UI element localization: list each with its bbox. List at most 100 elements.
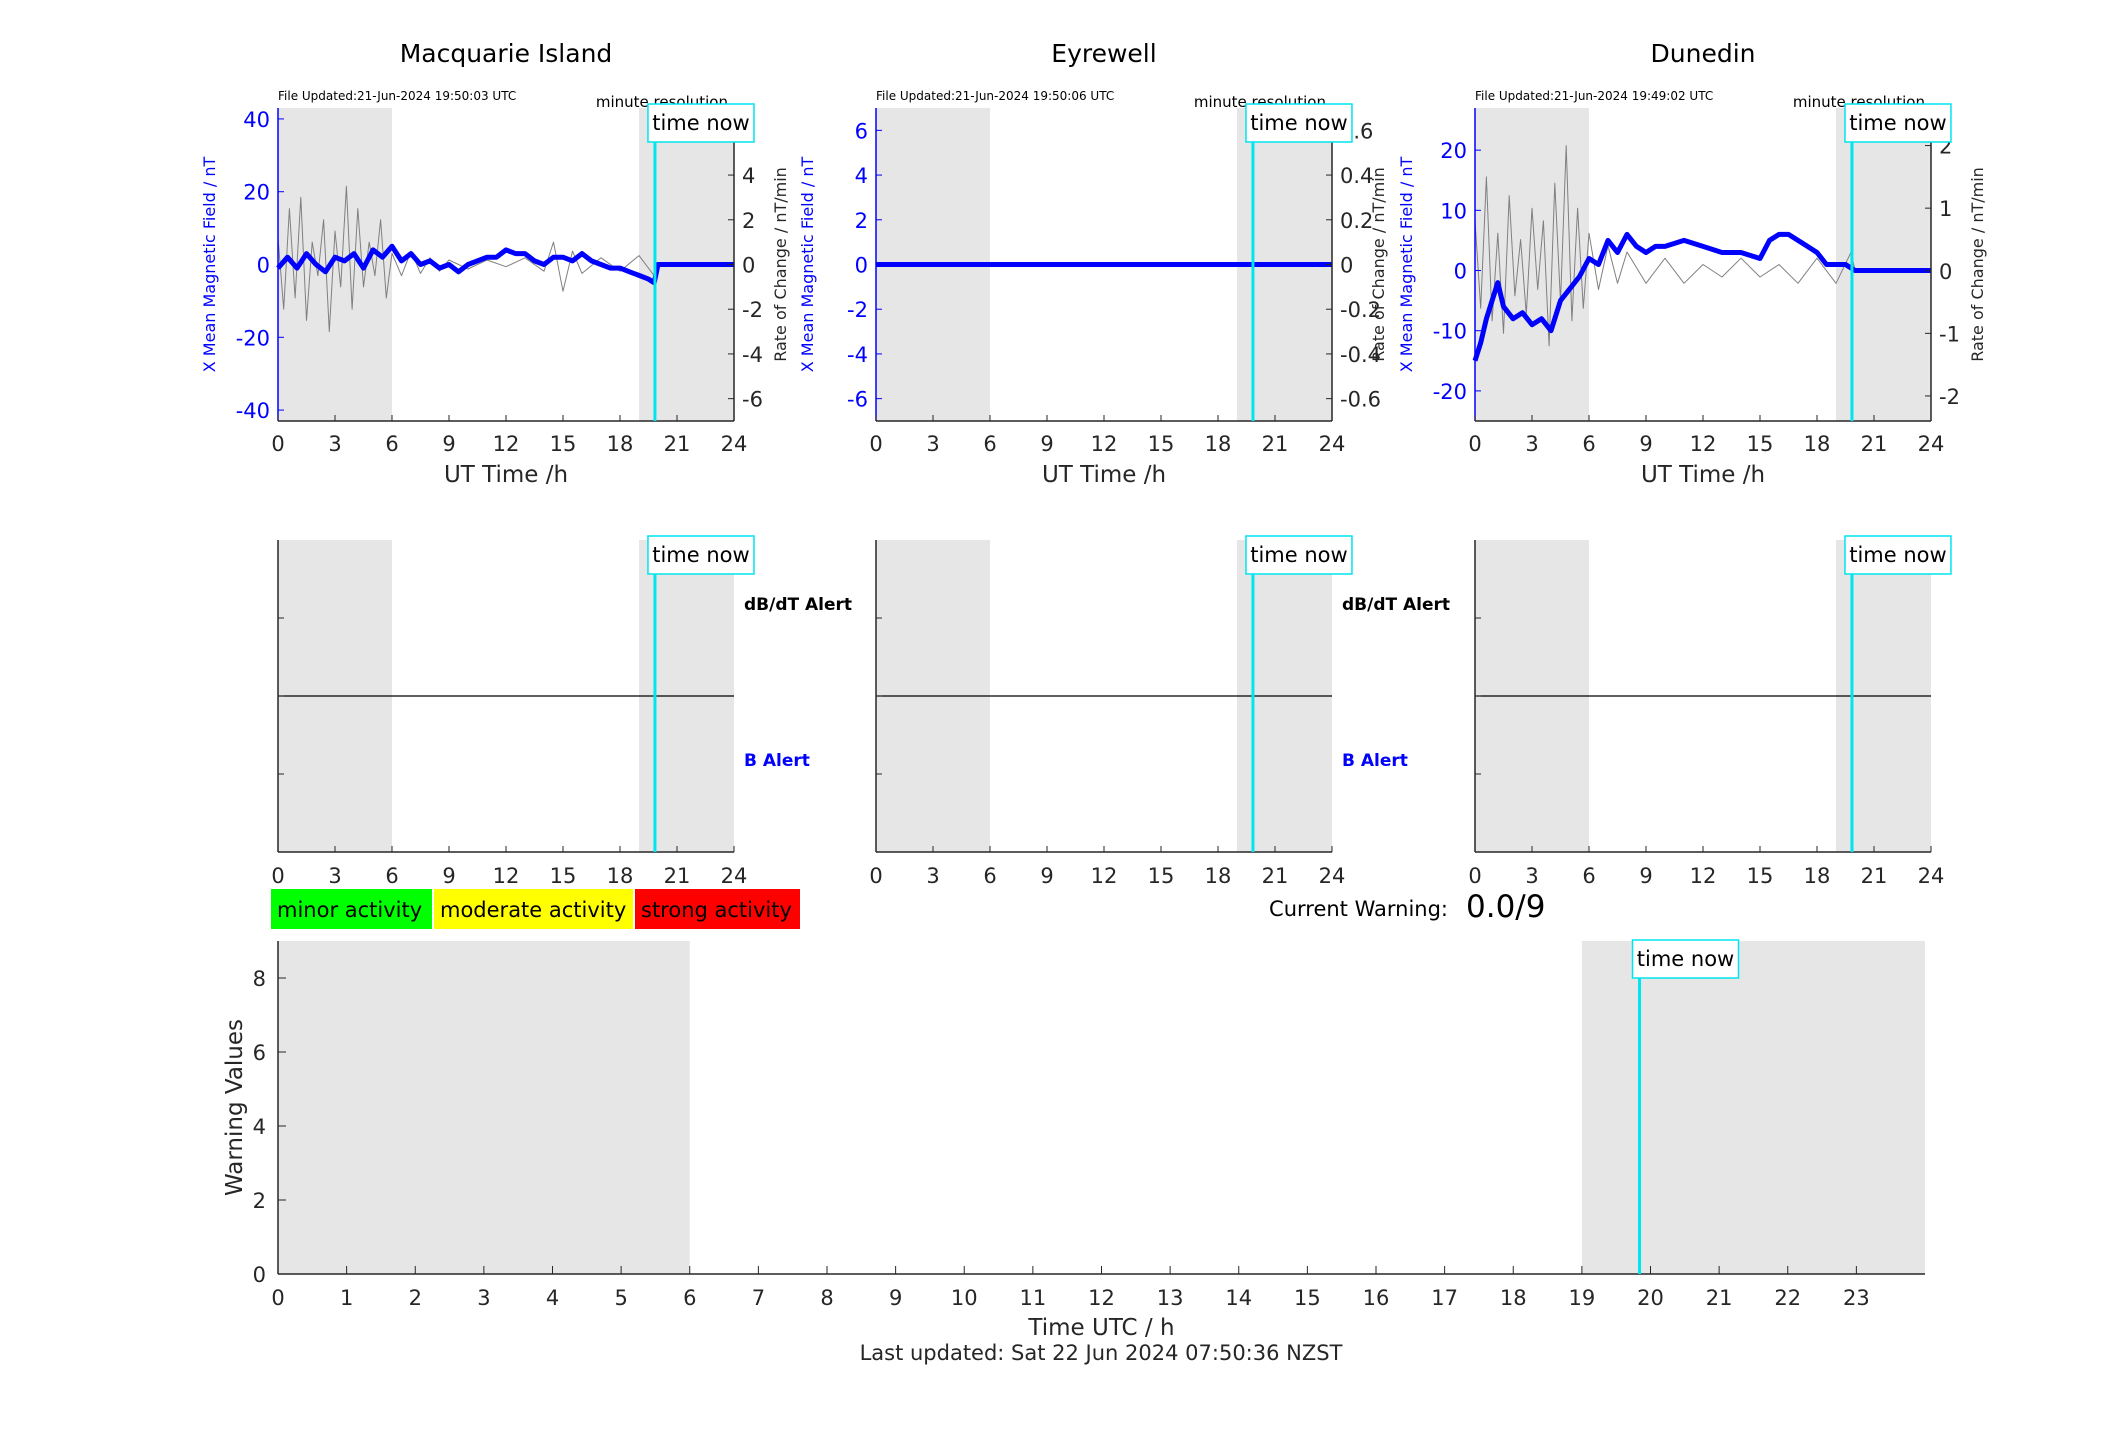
left-tick-label: 0: [855, 254, 868, 278]
x-tick-label: 18: [607, 864, 634, 888]
right-tick-label: -2: [1939, 385, 1960, 409]
panel-title: Macquarie Island: [400, 39, 613, 68]
x-tick-label: 21: [664, 432, 691, 456]
time-now-label: time now: [652, 111, 749, 135]
x-tick-label: 15: [1148, 432, 1175, 456]
x-tick-label: 18: [1804, 864, 1831, 888]
x-axis-label: UT Time /h: [1042, 462, 1166, 488]
x-tick-label: 24: [1319, 864, 1346, 888]
left-tick-label: 2: [855, 209, 868, 233]
x-tick-label: 18: [1500, 1286, 1527, 1310]
x-tick-label: 3: [1525, 864, 1538, 888]
alert-panel-1: 0 3 6 9 12 15 18 21 24 dB/dT Alert B Alert time now: [271, 535, 852, 888]
x-tick-label: 8: [820, 1286, 833, 1310]
right-tick-label: 0: [1939, 260, 1952, 284]
x-tick-label: 18: [1205, 864, 1232, 888]
time-now-label: time now: [1637, 947, 1734, 971]
x-tick-label: 6: [1582, 432, 1595, 456]
x-tick-label: 6: [983, 432, 996, 456]
alert-panel-3: 0 3 6 9 12 15 18 21 24 time now: [1468, 535, 1952, 888]
x-tick-label: 18: [1205, 432, 1232, 456]
left-tick-label: 20: [1440, 139, 1467, 163]
time-now-box: [1245, 535, 1353, 575]
x-tick-label: 21: [664, 864, 691, 888]
dbdt-alert-label: dB/dT Alert: [1342, 595, 1450, 615]
x-tick-label: 16: [1363, 1286, 1390, 1310]
b-alert-label: B Alert: [1342, 751, 1408, 771]
legend-label: minor activity: [277, 898, 422, 922]
shaded-band: [1836, 108, 1931, 421]
y-tick-label: 4: [253, 1115, 266, 1139]
time-now-box: [1844, 535, 1952, 575]
x-tick-label: 1: [340, 1286, 353, 1310]
field-series: [1472, 231, 1931, 362]
left-tick-label: -20: [236, 326, 270, 350]
x-axis-label: UT Time /h: [444, 462, 568, 488]
x-tick-label: 7: [752, 1286, 765, 1310]
left-tick-label: -40: [236, 399, 270, 423]
field-panel-1: Macquarie Island File Updated:21-Jun-2024…: [200, 39, 790, 488]
left-tick-label: 4: [855, 164, 868, 188]
x-tick-label: 12: [1690, 432, 1717, 456]
current-warning-value: 0.0/9: [1466, 889, 1545, 925]
right-tick-label: -2: [742, 298, 763, 322]
left-tick-label: 0: [257, 254, 270, 278]
x-tick-label: 10: [951, 1286, 978, 1310]
x-tick-label: 9: [442, 864, 455, 888]
x-tick-label: 0: [869, 864, 882, 888]
panel-title: Eyrewell: [1051, 39, 1156, 68]
time-now-box: [647, 535, 755, 575]
left-tick-label: -20: [1433, 380, 1467, 404]
y-axis-label: Warning Values: [222, 1019, 248, 1196]
y-tick-label: 2: [253, 1189, 266, 1213]
left-tick-label: 0: [1454, 260, 1467, 284]
x-tick-label: 24: [721, 864, 748, 888]
x-tick-label: 21: [1706, 1286, 1733, 1310]
x-tick-label: 4: [546, 1286, 559, 1310]
left-tick-label: -2: [847, 298, 868, 322]
x-tick-label: 3: [926, 864, 939, 888]
field-panel-2: Eyrewell File Updated:21-Jun-2024 19:50:0…: [798, 39, 1388, 488]
x-tick-label: 9: [1040, 432, 1053, 456]
x-tick-label: 0: [1468, 864, 1481, 888]
time-now-box: [1844, 103, 1952, 143]
x-tick-label: 21: [1861, 864, 1888, 888]
right-tick-label: -0.4: [1340, 343, 1381, 367]
x-tick-label: 12: [493, 864, 520, 888]
y-axis-label-right: Rate of Change / nT/min: [771, 167, 790, 362]
field-series: [276, 243, 734, 286]
right-tick-label: 2: [742, 209, 755, 233]
y-axis-label-left: X Mean Magnetic Field / nT: [1397, 157, 1416, 373]
x-tick-label: 15: [1747, 432, 1774, 456]
right-tick-label: -0.2: [1340, 298, 1381, 322]
right-tick-label: 0: [742, 254, 755, 278]
x-tick-label: 12: [1690, 864, 1717, 888]
x-tick-label: 6: [983, 864, 996, 888]
y-axis-label-left: X Mean Magnetic Field / nT: [200, 157, 219, 373]
x-tick-label: 3: [477, 1286, 490, 1310]
time-now-box: [1631, 939, 1740, 979]
left-tick-label: -10: [1433, 320, 1467, 344]
x-tick-label: 2: [409, 1286, 422, 1310]
b-alert-label: B Alert: [744, 751, 810, 771]
file-updated: File Updated:21-Jun-2024 19:49:02 UTC: [1475, 89, 1713, 103]
legend-swatch: [434, 889, 633, 929]
time-now-label: time now: [1849, 543, 1946, 567]
x-tick-label: 12: [493, 432, 520, 456]
time-now-label: time now: [1849, 111, 1946, 135]
x-tick-label: 9: [1639, 432, 1652, 456]
x-tick-label: 15: [1294, 1286, 1321, 1310]
left-tick-label: -4: [847, 343, 868, 367]
right-tick-label: 0: [1340, 254, 1353, 278]
shaded-band: [1581, 941, 1925, 1274]
time-now-box: [1245, 103, 1353, 143]
x-tick-label: 9: [889, 1286, 902, 1310]
x-tick-label: 11: [1020, 1286, 1047, 1310]
y-axis-label-left: X Mean Magnetic Field / nT: [798, 157, 817, 373]
left-tick-label: -6: [847, 388, 868, 412]
y-axis-label-right: Rate of Change / nT/min: [1369, 167, 1388, 362]
x-tick-label: 15: [1148, 864, 1175, 888]
x-axis-label: Time UTC / h: [1027, 1315, 1174, 1341]
left-tick-label: 6: [855, 119, 868, 143]
